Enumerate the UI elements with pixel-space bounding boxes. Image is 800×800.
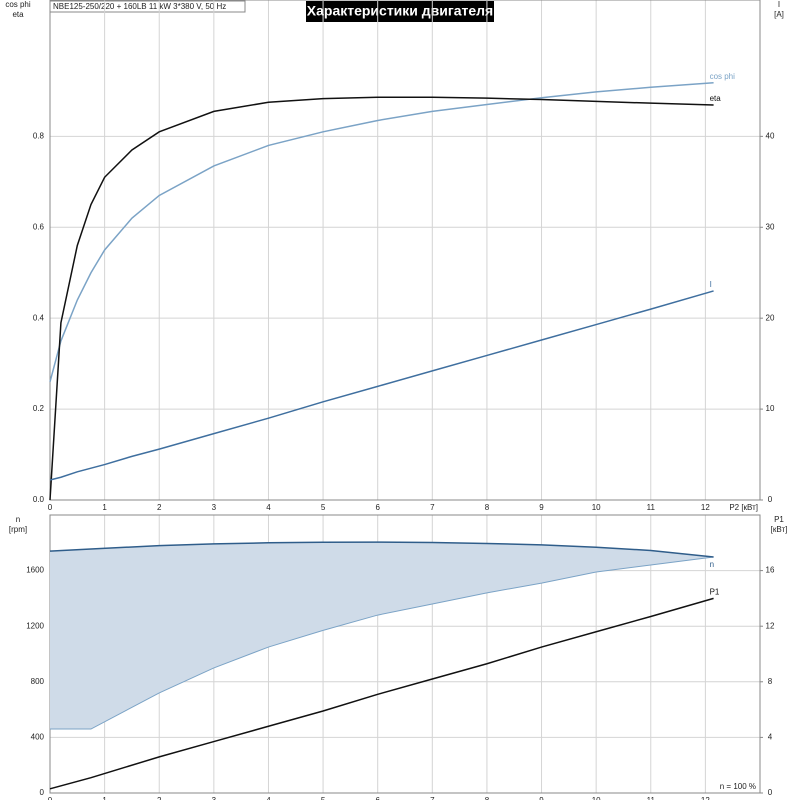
x-tick-label: 3 [212,503,217,512]
x-tick-label: 12 [701,503,710,512]
y2-axis-label: I [778,0,780,9]
x-tick-label: 6 [375,796,380,800]
x-tick-label: 4 [266,503,271,512]
x-tick-label: 12 [701,796,710,800]
band-fill [50,542,714,730]
y2-tick-label: 16 [766,566,775,575]
title-box [306,1,494,22]
series-line [49,597,714,790]
x-tick-label: 7 [430,503,435,512]
series-label: I [710,280,712,289]
y2-tick-label: 0 [768,495,773,504]
y-axis-label: n [16,515,20,524]
y-tick-label: 0.4 [33,313,45,322]
x-tick-label: 10 [592,796,601,800]
chart-title: Характеристики двигателя [307,3,493,19]
x-tick-label: 1 [102,796,107,800]
series-line [49,541,714,558]
series-label: eta [710,94,722,103]
x-tick-label: 8 [485,796,490,800]
y-axis-label: [rpm] [9,525,27,534]
x-tick-label: 11 [647,796,656,800]
x-tick-label: 5 [321,503,326,512]
x-tick-label: 2 [157,503,162,512]
x-tick-label: 6 [375,503,380,512]
y2-tick-label: 30 [766,222,775,231]
y-tick-label: 1600 [26,566,44,575]
x-axis-label: P2 [кВт] [729,503,758,512]
series-line [49,290,714,481]
x-tick-label: 0 [48,796,53,800]
y-tick-label: 0.8 [33,131,45,140]
x-tick-label: 5 [321,796,326,800]
series-label: P1 [710,588,720,597]
series-label: cos phi [710,72,736,81]
x-tick-label: 8 [485,503,490,512]
x-tick-label: 7 [430,796,435,800]
y2-tick-label: 0 [768,788,773,797]
y2-axis-label: [кВт] [771,525,788,534]
y-tick-label: 0.6 [33,222,45,231]
y-tick-label: 0.2 [33,404,45,413]
y2-tick-label: 8 [768,677,773,686]
y2-tick-label: 40 [766,131,775,140]
y2-tick-label: 10 [766,404,775,413]
y2-axis-label: [A] [774,10,784,19]
plot-frame [49,0,761,501]
x-tick-label: 1 [102,503,107,512]
x-tick-label: 10 [592,503,601,512]
y-tick-label: 0.0 [33,495,45,504]
y2-tick-label: 12 [766,621,775,630]
x-tick-label: 2 [157,796,162,800]
x-tick-label: 4 [266,796,271,800]
y-tick-label: 400 [31,733,45,742]
y-axis-label: cos phi [5,0,31,9]
band-lower-line [50,556,714,730]
x-tick-label: 9 [539,796,544,800]
y2-tick-label: 4 [768,733,773,742]
series-line [49,96,714,501]
series-label: n [710,560,714,569]
x-tick-label: 11 [647,503,656,512]
series-line [49,81,714,383]
y-tick-label: 800 [31,677,45,686]
y-tick-label: 1200 [26,621,44,630]
x-tick-label: 3 [212,796,217,800]
y2-tick-label: 20 [766,313,775,322]
x-tick-label: 9 [539,503,544,512]
note: n = 100 % [720,782,756,791]
y-axis-label: eta [12,10,24,19]
y-tick-label: 0 [40,788,45,797]
header-model: NBE125-250/220 + 160LB 11 kW 3*380 V, 50… [53,2,226,11]
y2-axis-label: P1 [774,515,784,524]
x-tick-label: 0 [48,503,53,512]
